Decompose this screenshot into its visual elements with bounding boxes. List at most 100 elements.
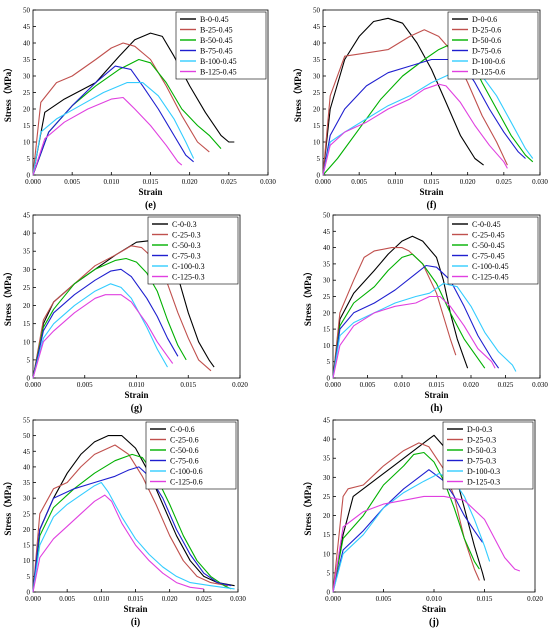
panel-label: (h)	[430, 403, 442, 414]
x-tick-label: 0.015	[128, 595, 144, 603]
x-axis-label: Strain	[138, 187, 162, 197]
x-tick-label: 0.020	[162, 595, 178, 603]
y-tick-label: 0	[27, 589, 31, 597]
y-tick-label: 5	[317, 155, 321, 163]
y-tick-label: 40	[23, 40, 31, 48]
x-tick-label: 0.025	[496, 178, 512, 186]
y-tick-label: 25	[23, 284, 31, 292]
legend-label: C-25-0.6	[170, 436, 199, 445]
y-tick-label: 15	[23, 542, 31, 550]
x-tick-label: 0.010	[387, 178, 403, 186]
y-tick-label: 5	[327, 358, 331, 366]
y-tick-label: 25	[323, 493, 331, 501]
legend-box	[145, 421, 237, 490]
series-line-D-125-0.3	[332, 495, 521, 593]
y-tick-label: 20	[23, 302, 31, 310]
series-line-C-50-0.45	[332, 253, 486, 379]
series-line-C-125-0.45	[332, 295, 496, 379]
y-tick-label: 10	[23, 139, 31, 147]
y-tick-label: 35	[323, 260, 331, 268]
series-line-D-25-0.6	[322, 29, 508, 176]
legend-label: D-125-0.6	[472, 68, 505, 77]
y-tick-label: 40	[23, 230, 31, 238]
legend-label: B-0-0.45	[200, 15, 229, 24]
y-tick-label: 15	[23, 122, 31, 130]
x-tick-label: 0.010	[394, 381, 410, 389]
x-tick-label: 0.025	[196, 595, 212, 603]
panel-label: (g)	[131, 403, 143, 414]
x-tick-label: 0.005	[59, 595, 75, 603]
series-line-D-75-0.6	[322, 58, 526, 176]
series-line-C-100-0.6	[32, 481, 235, 593]
y-tick-label: 35	[313, 56, 321, 64]
series-line-D-0-0.6	[322, 17, 484, 176]
y-axis-label: Stress（MPa）	[3, 476, 13, 535]
x-tick-label: 0.010	[93, 595, 109, 603]
y-tick-label: 15	[313, 122, 321, 130]
y-tick-label: 15	[323, 531, 331, 539]
x-tick-label: 0.000	[25, 381, 41, 389]
series-line-C-100-0.3	[32, 283, 168, 379]
x-axis-label: Strain	[123, 604, 147, 614]
legend-label: C-125-0.3	[172, 273, 205, 282]
y-tick-label: 55	[23, 417, 31, 425]
x-tick-label: 0.015	[180, 381, 196, 389]
y-tick-label: 25	[23, 510, 31, 518]
x-tick-label: 0.005	[360, 381, 376, 389]
legend-label: C-100-0.3	[172, 262, 205, 271]
x-tick-label: 0.020	[182, 178, 198, 186]
series-line-C-50-0.3	[32, 257, 187, 379]
y-tick-label: 30	[323, 277, 331, 285]
legend-label: C-75-0.3	[172, 252, 201, 261]
x-tick-label: 0.010	[426, 595, 442, 603]
y-tick-label: 0	[317, 172, 321, 180]
panel-label: (i)	[131, 617, 140, 628]
y-axis-label: Stress（MPa）	[3, 267, 13, 326]
panel-label: (e)	[145, 200, 156, 211]
y-axis-label: Stress（MPa）	[293, 63, 303, 122]
legend-label: C-125-0.6	[170, 478, 203, 487]
x-tick-label: 0.030	[260, 178, 276, 186]
legend-label: C-75-0.6	[170, 457, 199, 466]
y-tick-label: 10	[323, 342, 331, 350]
series-line-C-75-0.6	[32, 466, 232, 593]
x-tick-label: 0.015	[424, 178, 440, 186]
chart-panel-3: 0 5 10 15 20 25 30 35 40 45 0.000 0.005 0.010 0.015 0.…	[3, 212, 248, 415]
y-tick-label: 45	[23, 212, 31, 220]
y-tick-label: 30	[23, 266, 31, 274]
x-tick-label: 0.025	[498, 381, 514, 389]
y-tick-label: 30	[323, 474, 331, 482]
legend-label: C-50-0.3	[172, 241, 201, 250]
y-tick-label: 0	[27, 375, 31, 383]
y-tick-label: 20	[23, 106, 31, 114]
series-line-C-125-0.6	[32, 494, 204, 593]
y-tick-label: 25	[323, 293, 331, 301]
legend-label: B-75-0.45	[200, 47, 233, 56]
series-line-C-100-0.45	[332, 282, 517, 379]
y-axis-label: Stress（MPa）	[3, 63, 13, 122]
y-tick-label: 50	[23, 432, 31, 440]
legend-box	[442, 421, 534, 490]
y-tick-label: 25	[313, 89, 321, 97]
y-tick-label: 45	[323, 228, 331, 236]
x-tick-label: 0.000	[25, 178, 41, 186]
y-tick-label: 45	[23, 448, 31, 456]
legend-label: C-25-0.3	[172, 231, 201, 240]
series-line-C-25-0.6	[32, 444, 228, 593]
x-axis-label: Strain	[422, 604, 446, 614]
series-line-D-50-0.3	[332, 451, 480, 593]
y-tick-label: 15	[323, 326, 331, 334]
y-tick-label: 50	[313, 7, 321, 15]
y-tick-label: 50	[323, 212, 331, 220]
y-tick-label: 5	[27, 155, 31, 163]
legend-label: D-75-0.6	[472, 47, 501, 56]
y-tick-label: 40	[323, 436, 331, 444]
series-line-C-25-0.3	[32, 245, 212, 379]
x-tick-label: 0.005	[351, 178, 367, 186]
series-line-D-75-0.3	[332, 469, 483, 593]
series-line-C-50-0.6	[32, 453, 232, 593]
y-tick-label: 35	[23, 479, 31, 487]
x-tick-label: 0.015	[477, 595, 493, 603]
x-tick-label: 0.015	[143, 178, 159, 186]
y-tick-label: 15	[23, 320, 31, 328]
